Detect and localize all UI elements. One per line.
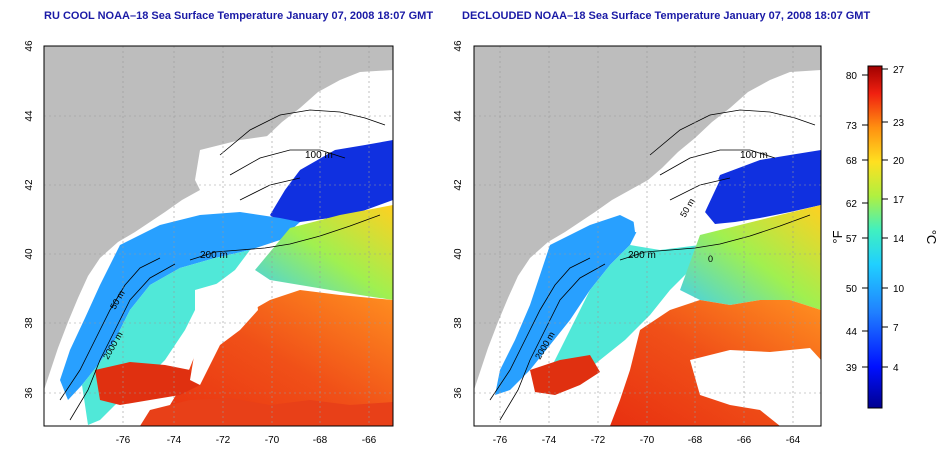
svg-text:-64: -64 bbox=[786, 435, 801, 446]
right-map-title: DECLOUDED NOAA–18 Sea Surface Temperatur… bbox=[462, 10, 871, 22]
gulf-stream-region bbox=[160, 290, 393, 426]
svg-text:7: 7 bbox=[893, 323, 899, 334]
colorbar-tick-marks bbox=[862, 68, 888, 368]
svg-text:73: 73 bbox=[846, 121, 858, 132]
left-lat-ticks: 46 44 42 40 38 36 bbox=[24, 40, 35, 399]
right-lat-ticks: 46 44 42 40 38 36 bbox=[453, 40, 464, 399]
svg-text:46: 46 bbox=[453, 40, 464, 52]
colorbar-gradient bbox=[867, 65, 883, 409]
fahrenheit-axis-label: °F bbox=[830, 230, 845, 243]
cloud-gap-2 bbox=[195, 135, 300, 205]
cloud-gap bbox=[630, 175, 720, 235]
cloud-gap-2 bbox=[690, 348, 821, 426]
svg-text:-72: -72 bbox=[591, 435, 606, 446]
svg-text:4: 4 bbox=[893, 363, 899, 374]
svg-text:42: 42 bbox=[453, 179, 464, 191]
cool-water-region bbox=[60, 212, 300, 400]
isobath-contours bbox=[489, 109, 816, 421]
svg-text:44: 44 bbox=[453, 110, 464, 122]
svg-text:-76: -76 bbox=[116, 435, 131, 446]
cool-water-region bbox=[495, 215, 640, 395]
svg-text:44: 44 bbox=[846, 327, 858, 338]
colorbar: 80 73 68 62 57 50 44 39 bbox=[830, 65, 939, 409]
svg-text:-66: -66 bbox=[737, 435, 752, 446]
svg-text:39: 39 bbox=[846, 363, 858, 374]
svg-text:50: 50 bbox=[846, 284, 858, 295]
svg-text:-66: -66 bbox=[362, 435, 377, 446]
isobath-label-100: 100 m bbox=[305, 150, 333, 161]
right-lon-ticks: -76 -74 -72 -70 -68 -66 -64 bbox=[493, 435, 801, 446]
isobath-label-zero: 0 bbox=[708, 254, 713, 264]
fahrenheit-ticks: 80 73 68 62 57 50 44 39 bbox=[846, 71, 858, 374]
svg-text:10: 10 bbox=[893, 284, 905, 295]
celsius-ticks: 27 23 20 17 14 10 7 4 bbox=[893, 65, 905, 374]
cold-water-region bbox=[270, 140, 393, 225]
left-map-title: RU COOL NOAA–18 Sea Surface Temperature … bbox=[44, 10, 434, 22]
svg-text:23: 23 bbox=[893, 118, 905, 129]
map-grid bbox=[474, 46, 821, 426]
svg-text:68: 68 bbox=[846, 156, 858, 167]
svg-text:-72: -72 bbox=[216, 435, 231, 446]
svg-text:80: 80 bbox=[846, 71, 858, 82]
left-lon-ticks: -76 -74 -72 -70 -68 -66 bbox=[116, 435, 377, 446]
svg-text:44: 44 bbox=[24, 110, 35, 122]
svg-text:62: 62 bbox=[846, 199, 858, 210]
warm-water-region bbox=[680, 205, 821, 310]
svg-text:38: 38 bbox=[24, 317, 35, 329]
svg-text:38: 38 bbox=[453, 317, 464, 329]
svg-text:57: 57 bbox=[846, 234, 858, 245]
svg-text:-76: -76 bbox=[493, 435, 508, 446]
svg-text:40: 40 bbox=[24, 248, 35, 260]
svg-text:17: 17 bbox=[893, 195, 905, 206]
isobath-label-100: 100 m bbox=[740, 150, 768, 161]
isobath-contours bbox=[59, 109, 386, 421]
warm-water-region bbox=[255, 205, 393, 300]
svg-text:-70: -70 bbox=[640, 435, 655, 446]
hot-water-south bbox=[140, 398, 393, 426]
svg-text:-68: -68 bbox=[688, 435, 703, 446]
svg-text:36: 36 bbox=[453, 387, 464, 399]
svg-text:-74: -74 bbox=[542, 435, 557, 446]
isobath-label-200: 200 m bbox=[628, 250, 656, 261]
svg-text:40: 40 bbox=[453, 248, 464, 260]
svg-text:27: 27 bbox=[893, 65, 905, 76]
svg-text:42: 42 bbox=[24, 179, 35, 191]
land-mass bbox=[474, 46, 821, 390]
cold-water-region bbox=[705, 150, 821, 224]
svg-text:-74: -74 bbox=[167, 435, 182, 446]
hot-water-region bbox=[530, 355, 600, 395]
right-map-panel: 100 m 200 m 0 50 m 2000 m -76 -74 -72 -7… bbox=[453, 40, 822, 446]
svg-text:36: 36 bbox=[24, 387, 35, 399]
svg-text:46: 46 bbox=[24, 40, 35, 52]
isobath-label-200: 200 m bbox=[200, 250, 228, 261]
cloud-gap bbox=[190, 280, 258, 385]
map-grid bbox=[44, 46, 393, 426]
svg-text:-68: -68 bbox=[313, 435, 328, 446]
land-mass bbox=[44, 46, 393, 390]
celsius-axis-label: °C bbox=[924, 230, 939, 245]
svg-text:-70: -70 bbox=[265, 435, 280, 446]
left-map-panel: 100 m 200 m 50 m 2000 m -76 -74 -72 -70 … bbox=[24, 40, 394, 446]
svg-text:14: 14 bbox=[893, 234, 905, 245]
svg-text:20: 20 bbox=[893, 156, 905, 167]
